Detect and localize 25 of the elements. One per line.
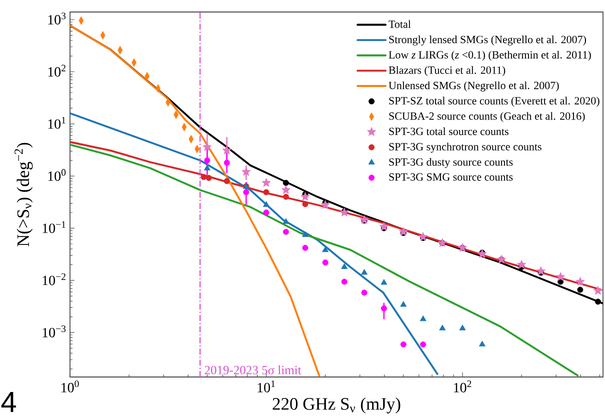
x-tick-label: 10$^{0}$	[62, 380, 79, 392]
legend-label: SPT-3G total source counts	[389, 127, 508, 136]
legend-label: Total	[388, 20, 411, 28]
legend-label: SPT-3G SMG source counts	[389, 173, 513, 181]
ref-line-label: 2019-2023 5σ limit	[204, 366, 302, 374]
y-tick-label: 10$^{2}$	[48, 64, 66, 77]
y-tick-label: 10$^{−2}$	[42, 273, 66, 286]
y-tick-label: 10$^{−3}$	[42, 326, 66, 338]
legend-label: Strongly lensed SMGs (Negrello et al. 2007)	[389, 36, 586, 46]
legend-label: SPT-SZ total source counts (Everett et al. 2020)	[389, 96, 600, 107]
legend-label: SPT-3G dusty source counts	[389, 158, 513, 168]
text: 4	[1, 392, 16, 412]
y-tick-label: 10$^{0}$	[48, 169, 66, 181]
x-tick-label: 10$^{2}$	[454, 380, 472, 392]
x-tick-label: 10$^{1}$	[258, 380, 275, 392]
x-axis-title: 220 GHz S$_{ν}$ (mJy)	[272, 398, 400, 414]
y-tick-label: 10$^{−1}$	[42, 221, 66, 234]
y-tick-label: 10$^{3}$	[48, 12, 66, 24]
y-tick-label: 10$^{1}$	[48, 116, 66, 129]
legend-label: Low z LIRGs (z <0.1) (Bethermin et al. 2011)	[388, 50, 591, 61]
y-axis-title: N(>S$_{ν}$) (deg$^{−2}$)	[14, 142, 33, 246]
legend-label: Unlensed SMGs (Negrello et al. 2007)	[388, 81, 559, 92]
legend-label: SPT-3G synchrotron source counts	[389, 142, 542, 153]
legend-label: Blazars (Tucci et al. 2011)	[388, 66, 506, 76]
legend-label: SCUBA-2 source counts (Geach et al. 2016)	[389, 112, 585, 122]
